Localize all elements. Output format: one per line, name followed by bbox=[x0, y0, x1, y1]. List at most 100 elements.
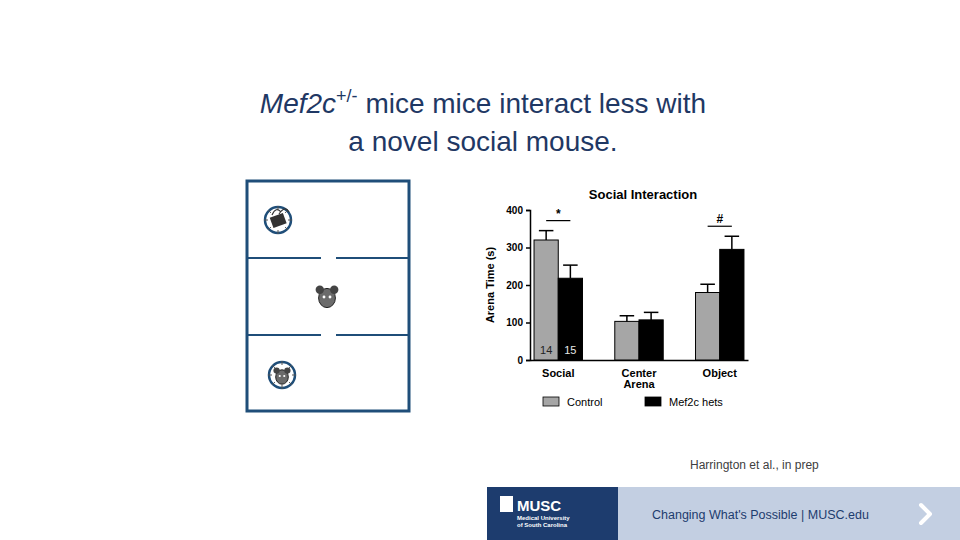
cage-bar bbox=[292, 375, 296, 376]
y-tick: 400 bbox=[506, 205, 530, 216]
chamber-border bbox=[247, 181, 409, 411]
cage-circle bbox=[265, 207, 291, 233]
cage-circle bbox=[269, 362, 295, 388]
y-tick-label: 200 bbox=[506, 280, 523, 291]
significance-mark: * bbox=[556, 207, 561, 221]
cage-bar bbox=[268, 210, 271, 213]
mouse-ear bbox=[284, 367, 290, 373]
mouse-eye bbox=[323, 296, 326, 299]
significance-mark: # bbox=[716, 212, 723, 226]
footer-logo-subtitle: Medical University bbox=[517, 515, 570, 521]
footer-logo-icon bbox=[500, 496, 513, 512]
error-bar-stem bbox=[731, 236, 733, 249]
mouse-eye bbox=[279, 375, 281, 377]
y-axis-title: Arena Time (s) bbox=[484, 247, 496, 324]
error-bar bbox=[620, 316, 635, 322]
title-superscript: +/- bbox=[336, 86, 358, 106]
cage-bar bbox=[272, 365, 275, 368]
cage-bar bbox=[278, 230, 279, 234]
mouse-icon bbox=[316, 286, 339, 308]
y-tick-label: 100 bbox=[506, 317, 523, 328]
chamber-diagram bbox=[247, 181, 409, 411]
error-bar bbox=[700, 284, 715, 292]
x-tick-label-line: Arena bbox=[623, 378, 655, 390]
error-bar-stem bbox=[650, 312, 652, 320]
slide-title-line1: Mef2c+/- mice mice interact less with bbox=[260, 86, 706, 119]
error-bar-cap bbox=[620, 315, 635, 317]
y-tick-mark bbox=[526, 285, 530, 287]
footer-logo: MUSC bbox=[517, 497, 561, 514]
bars bbox=[534, 231, 744, 360]
chamber-divider bbox=[248, 334, 321, 336]
cage-bar bbox=[289, 382, 292, 385]
x-tick-label: Social bbox=[542, 367, 574, 379]
slide-title-line2: a novel social mouse. bbox=[348, 126, 617, 157]
bar bbox=[696, 293, 720, 361]
mouse-icon bbox=[273, 367, 290, 384]
title-rest: mice mice interact less with bbox=[358, 88, 707, 119]
cage bbox=[264, 206, 292, 234]
y-tick-label: 400 bbox=[506, 205, 523, 216]
y-tick-mark bbox=[526, 210, 530, 212]
object-icon bbox=[270, 209, 289, 228]
mouse-eye bbox=[283, 375, 285, 377]
cage bbox=[268, 361, 296, 389]
cage-bar bbox=[268, 227, 271, 230]
y-tick-mark bbox=[526, 247, 530, 249]
bar bbox=[615, 321, 639, 360]
cage-bar bbox=[285, 227, 288, 230]
mouse-eye bbox=[329, 296, 332, 299]
x-tick-label: CenterArena bbox=[622, 367, 658, 390]
x-axis bbox=[531, 360, 749, 361]
chamber-divider bbox=[336, 334, 408, 336]
footer: MUSCMedical Universityof South Carolina C… bbox=[487, 487, 960, 540]
error-bar-stem bbox=[570, 265, 572, 278]
legend-label: Mef2c hets bbox=[669, 396, 723, 408]
legend: Control Mef2c hets bbox=[543, 396, 723, 408]
cage-bar bbox=[268, 375, 272, 376]
cage-bar bbox=[272, 382, 275, 385]
cage-bar bbox=[289, 365, 292, 368]
bar bbox=[720, 249, 744, 360]
footer-arrow bbox=[921, 505, 930, 523]
error-bar bbox=[563, 265, 578, 278]
legend-swatch bbox=[645, 397, 661, 406]
error-bar-stem bbox=[707, 284, 709, 292]
y-tick-mark bbox=[526, 322, 530, 324]
error-bar-cap bbox=[563, 264, 578, 266]
bar bbox=[534, 240, 558, 360]
n-label: 15 bbox=[564, 344, 576, 356]
y-axis-line bbox=[526, 211, 531, 361]
y-tick-mark bbox=[526, 360, 530, 362]
x-tick-label-line: Social bbox=[542, 367, 574, 379]
cage-bar bbox=[282, 385, 283, 389]
error-bar-cap bbox=[700, 284, 715, 286]
cage-bar bbox=[282, 361, 283, 365]
mouse-ear bbox=[330, 286, 338, 294]
error-bar-cap bbox=[539, 230, 554, 232]
chart: Social InteractionArena Time (s)01002003… bbox=[484, 187, 749, 408]
y-tick-label: 0 bbox=[517, 355, 523, 366]
footer-logo-subtitle: of South Carolina bbox=[517, 522, 568, 528]
slide: Mef2c+/- mice mice interact less with a n… bbox=[0, 0, 960, 540]
y-tick-label: 300 bbox=[506, 242, 523, 253]
error-bar-stem bbox=[626, 316, 628, 322]
y-tick: 0 bbox=[517, 355, 530, 366]
binder-handle bbox=[272, 209, 289, 215]
chamber-divider bbox=[336, 257, 408, 259]
cage-bar bbox=[264, 220, 268, 221]
footer-logo-band bbox=[487, 487, 618, 540]
y-tick: 100 bbox=[506, 317, 530, 328]
citation: Harrington et al., in prep bbox=[690, 458, 819, 472]
x-tick-label: Object bbox=[703, 367, 738, 379]
error-bar-cap bbox=[725, 236, 740, 238]
y-tick: 200 bbox=[506, 280, 530, 291]
footer-tagline: Changing What's Possible | MUSC.edu bbox=[652, 508, 869, 522]
n-label: 14 bbox=[540, 344, 552, 356]
error-bar bbox=[725, 236, 740, 249]
error-bar bbox=[539, 231, 554, 240]
title-gene: Mef2c bbox=[260, 88, 336, 119]
footer-tagline-band bbox=[618, 487, 960, 540]
legend-label: Control bbox=[567, 396, 602, 408]
cage-bar bbox=[288, 220, 292, 221]
